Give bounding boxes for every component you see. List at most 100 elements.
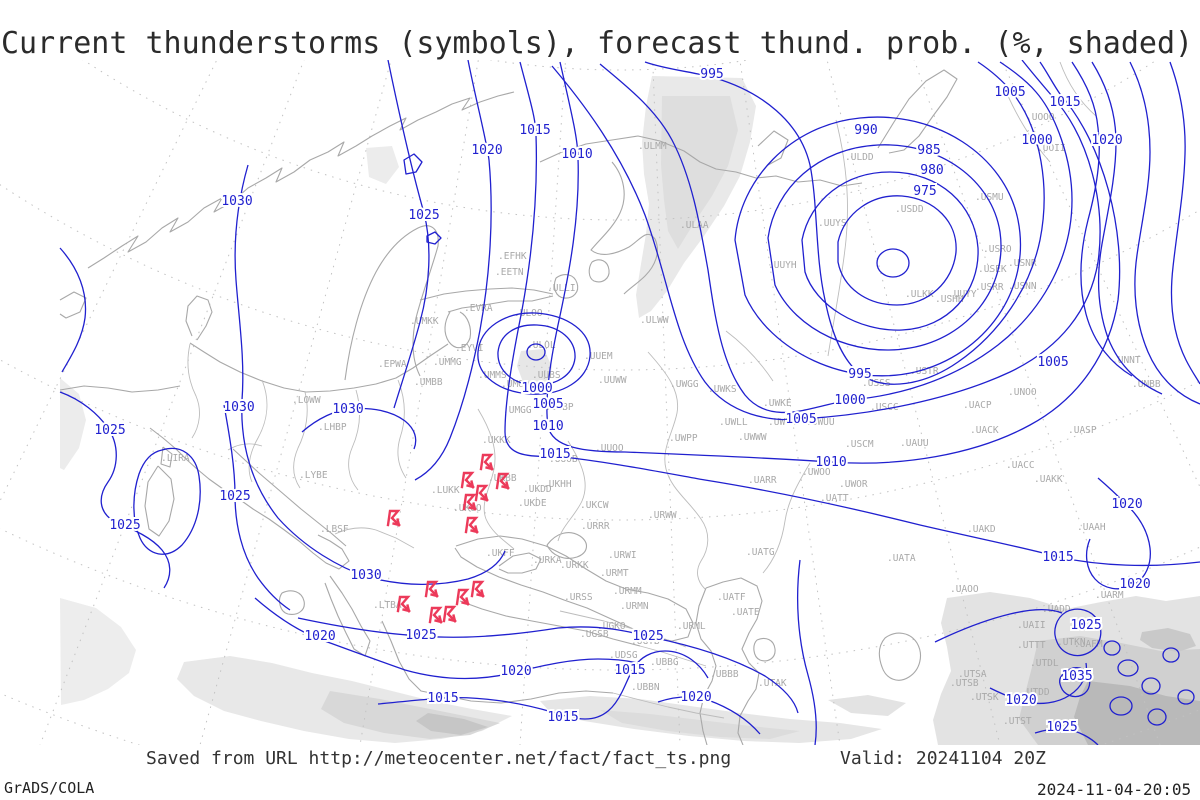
- coastline: [459, 600, 641, 647]
- thunderstorm-glyph: [386, 509, 401, 527]
- probability-shading-region: [1074, 681, 1200, 745]
- station-label: .UUEM: [584, 351, 613, 362]
- coastline: [444, 311, 472, 349]
- isobar-value-label: 990: [854, 123, 877, 138]
- station-label: .UDSG: [609, 650, 638, 661]
- river-border-line: [827, 119, 848, 357]
- isobar-line: [657, 696, 761, 735]
- isobar-line: [551, 60, 1101, 421]
- station-label: .USRR: [975, 282, 1004, 293]
- station-label: .UGTB: [631, 636, 660, 647]
- isobar-line: [59, 247, 87, 373]
- station-label: .UWLL: [719, 417, 748, 428]
- coastline: [705, 577, 763, 745]
- station-label: .UMOO: [501, 379, 530, 390]
- thunderstorm-icon: [460, 471, 475, 489]
- station-label: .UARR: [748, 475, 777, 486]
- thunderstorm-glyph: [462, 493, 477, 511]
- station-label: .UKOO: [453, 503, 482, 514]
- coastline: [185, 295, 213, 341]
- isobar-value-label: 1010: [532, 419, 563, 434]
- probability-shading-region: [60, 598, 136, 705]
- thunderstorm-icon: [455, 588, 470, 606]
- isobar-value-label: 1000: [1021, 133, 1052, 148]
- station-label: .USRO: [983, 244, 1012, 255]
- station-label: .UACP: [963, 400, 992, 411]
- isobar-line: [59, 391, 171, 589]
- station-label: .UUOB: [549, 454, 578, 465]
- station-label: .UTDL: [1030, 658, 1059, 669]
- isobar-line: [546, 61, 1121, 464]
- station-label: .UASP: [1068, 425, 1097, 436]
- station-label: .EFHK: [498, 251, 527, 262]
- graticule-parallel-line: [489, 60, 751, 71]
- isobar-line: [387, 60, 430, 409]
- isobar-line: [734, 116, 1022, 377]
- river-border-line: [559, 610, 687, 648]
- station-label: .UBBB: [710, 669, 739, 680]
- thunderstorm-glyph: [428, 606, 443, 624]
- station-label: .UKDE: [518, 498, 547, 509]
- graticule-parallel-line: [0, 358, 1200, 521]
- isobar-value-label: 1025: [219, 489, 250, 504]
- station-label: .URKK: [560, 560, 589, 571]
- station-label: .UACK: [970, 425, 999, 436]
- isobar-value-label: 1030: [223, 400, 254, 415]
- river-border-line: [725, 330, 811, 574]
- station-label: .USSS: [862, 378, 891, 389]
- station-label: .USMU: [975, 192, 1004, 203]
- station-label: .UUYS: [818, 218, 847, 229]
- station-label: .UNOO: [1008, 387, 1037, 398]
- isobar-value-label: 1015: [1042, 550, 1073, 565]
- river-border-line: [248, 379, 407, 491]
- isobar-line: [876, 248, 910, 278]
- isobar-line: [1054, 608, 1102, 657]
- station-label: .UMGG: [503, 405, 532, 416]
- station-label: .UATE: [731, 607, 760, 618]
- station-label: .URKA: [533, 555, 562, 566]
- station-label: .LBSF: [320, 524, 349, 535]
- thunderstorm-icon: [424, 580, 439, 598]
- coastline: [454, 535, 694, 642]
- isobar-line: [1071, 61, 1133, 377]
- weather-map-canvas: .ULMM .ULAA .UUYS .ULDD .USDD .USMU .UUYH .ULKK…: [0, 60, 1200, 745]
- isobar-value-label: 1020: [1111, 497, 1142, 512]
- isobar-value-label: 1025: [1046, 720, 1077, 735]
- station-label: .USDD: [895, 204, 924, 215]
- coastline: [498, 552, 542, 574]
- probability-shading-region: [661, 96, 738, 249]
- station-label: .UBBG: [650, 657, 679, 668]
- station-label: .URMM: [613, 586, 642, 597]
- station-label: .URML: [677, 621, 706, 632]
- thunderstorm-glyph: [470, 580, 485, 598]
- coastline: [590, 161, 658, 295]
- isobar-line: [414, 60, 492, 481]
- coastline: [344, 225, 439, 381]
- station-label: .URMT: [600, 568, 629, 579]
- isobar-value-label: 1035: [1061, 669, 1092, 684]
- station-label: .UWKS: [708, 384, 737, 395]
- station-label: .UTAK: [758, 678, 787, 689]
- isobar-value-label: 1010: [815, 455, 846, 470]
- isobar-value-label: 1005: [785, 412, 816, 427]
- station-label: .UNNT: [1112, 355, 1141, 366]
- saved-url-text: Saved from URL http://meteocenter.net/fa…: [146, 748, 732, 769]
- station-label: .UWPP: [669, 433, 698, 444]
- station-label: .UKDD: [523, 484, 552, 495]
- coastline: [381, 620, 614, 704]
- river-border-line: [1007, 61, 1097, 163]
- isobar-value-label: 1005: [994, 85, 1025, 100]
- station-label: .LIRA: [161, 453, 190, 464]
- isobar-value-label: 1015: [519, 123, 550, 138]
- isobar-value-label: 1000: [834, 393, 865, 408]
- graticule-parallel-line: [0, 183, 1200, 371]
- station-label: .UWKE: [763, 398, 792, 409]
- station-label: .UTDD: [1021, 687, 1050, 698]
- station-label: .LUKK: [431, 485, 460, 496]
- coastline: [757, 130, 789, 166]
- station-label: .UTSA: [958, 669, 987, 680]
- station-label: .LYBE: [299, 470, 328, 481]
- station-label: .UUWW: [598, 375, 627, 386]
- isobar-line: [526, 343, 546, 361]
- station-label: .ULKK: [905, 289, 934, 300]
